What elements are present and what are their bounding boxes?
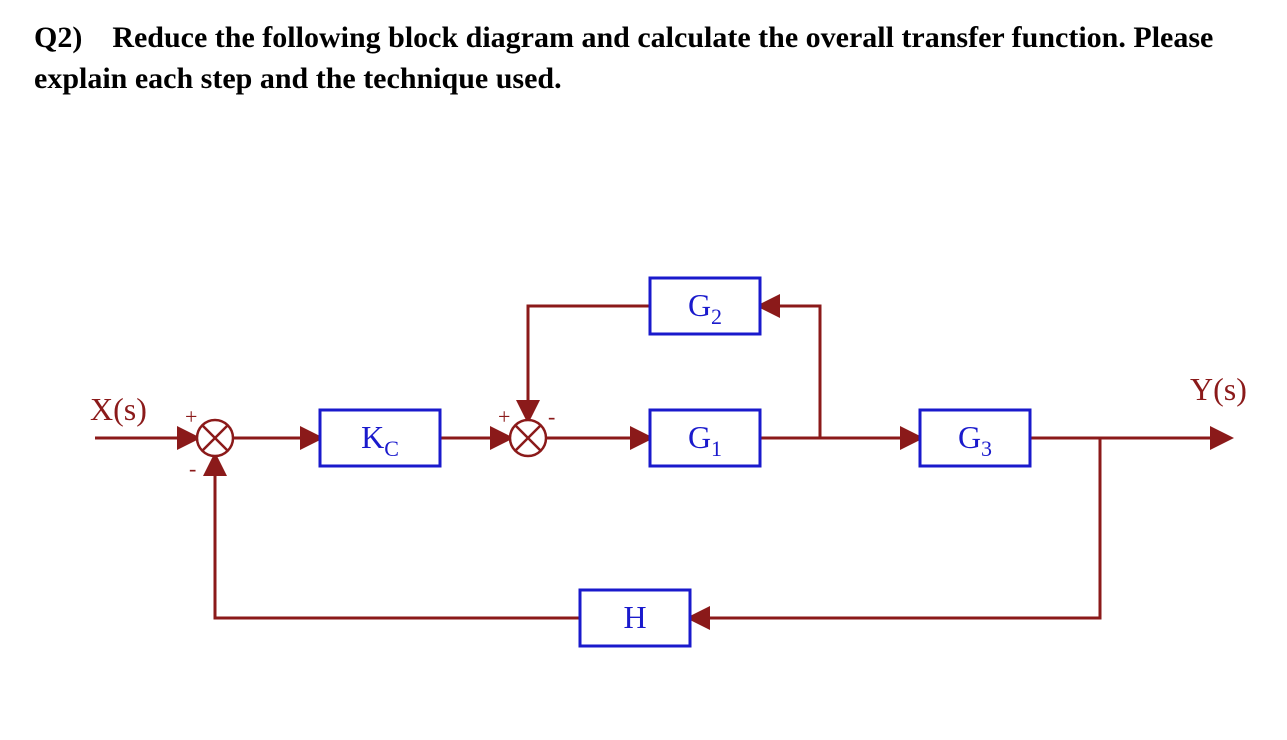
- summing-junction-sj1: +-: [185, 404, 233, 481]
- block-diagram: KCG1G2G3H +-+- X(s)Y(s): [0, 0, 1287, 740]
- sign: +: [498, 404, 510, 429]
- sign: -: [189, 456, 196, 481]
- sign: +: [185, 404, 197, 429]
- block-G1: G1: [650, 410, 760, 466]
- block-Kc: KC: [320, 410, 440, 466]
- output-label: Y(s): [1190, 371, 1247, 407]
- wire: [528, 306, 650, 420]
- block-label-H: H: [623, 599, 646, 635]
- sign: -: [548, 404, 555, 429]
- input-label: X(s): [90, 391, 147, 427]
- wire: [215, 456, 580, 618]
- block-G2: G2: [650, 278, 760, 334]
- block-H: H: [580, 590, 690, 646]
- block-G3: G3: [920, 410, 1030, 466]
- wire: [760, 306, 820, 438]
